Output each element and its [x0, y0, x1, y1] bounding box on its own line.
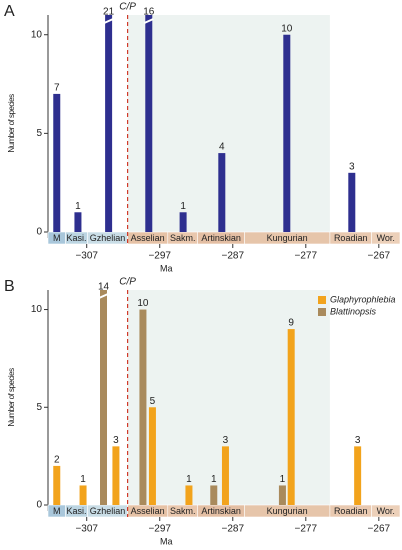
x-tick-label: −277 — [295, 524, 318, 535]
bar — [278, 485, 286, 505]
bar — [79, 485, 87, 505]
y-axis-label: Number of species — [7, 368, 16, 427]
value-label: 3 — [355, 435, 361, 446]
panel: A 0 5 10 Number of species M Kasi. Gzhelian Asse… — [4, 2, 401, 273]
x-tick-label: −267 — [368, 524, 391, 535]
y-axis-label: Number of species — [7, 94, 16, 153]
legend-swatch — [318, 308, 326, 316]
shade — [127, 15, 330, 232]
stage-label: Asselian — [131, 233, 165, 243]
panel: B 0 5 10 Number of species M Kasi. Gzhelian Asse… — [4, 277, 401, 546]
bar — [283, 34, 291, 232]
value-label: 1 — [280, 474, 286, 485]
bar — [179, 212, 187, 232]
bar — [185, 485, 193, 505]
value-label: 10 — [137, 298, 149, 309]
value-label: 16 — [143, 7, 155, 18]
stage-label: Gzhelian — [90, 233, 126, 243]
y-tick-label: 10 — [31, 29, 43, 40]
legend-swatch — [318, 296, 326, 304]
value-label: 1 — [186, 474, 192, 485]
value-label: 1 — [80, 474, 86, 485]
bar — [210, 485, 218, 505]
x-tick-label: −277 — [295, 251, 318, 262]
legend-label: Glaphyrophlebia — [330, 294, 396, 304]
stage — [371, 231, 401, 245]
x-tick-label: −307 — [75, 524, 98, 535]
x-axis-label: Ma — [160, 536, 173, 546]
x-tick-label: −287 — [221, 251, 244, 262]
stage-label: M — [53, 233, 61, 243]
value-label: 9 — [288, 318, 294, 329]
boundary-label: C/P — [119, 277, 136, 288]
value-label: 4 — [219, 142, 225, 153]
panel-label: A — [4, 3, 15, 20]
stage-label: Sakm. — [170, 233, 196, 243]
axis-break — [98, 293, 109, 299]
x-tick-label: −307 — [75, 251, 98, 262]
stage-label: Wor. — [377, 506, 395, 516]
bar — [53, 93, 61, 232]
value-label: 3 — [113, 435, 119, 446]
stage-label: Kasi. — [66, 506, 86, 516]
stage-label: Artinskian — [201, 233, 241, 243]
x-axis-label: Ma — [160, 263, 173, 273]
value-label: 1 — [75, 201, 81, 212]
value-label: 10 — [281, 23, 293, 34]
y-tick-label: 0 — [36, 500, 42, 511]
value-label: 3 — [223, 435, 229, 446]
x-tick-label: −297 — [148, 524, 171, 535]
y-tick-label: 5 — [36, 402, 42, 413]
stage-label: Kungurian — [267, 506, 308, 516]
stage-label: Artinskian — [201, 506, 241, 516]
bar — [221, 446, 229, 505]
bar — [74, 212, 82, 232]
value-label: 1 — [180, 201, 186, 212]
bar — [112, 446, 120, 505]
stage-label: Roadian — [334, 506, 368, 516]
value-label: 2 — [54, 455, 60, 466]
stage-label: Gzhelian — [90, 506, 126, 516]
legend-label: Blattinopsis — [330, 306, 377, 316]
stage-label: Kasi. — [66, 233, 86, 243]
y-tick-label: 10 — [31, 304, 43, 315]
x-tick-label: −287 — [221, 524, 244, 535]
axis-break — [103, 18, 114, 24]
stage-label: Kungurian — [267, 233, 308, 243]
stage-label: M — [53, 506, 61, 516]
value-label: 1 — [211, 474, 217, 485]
stage-label: Wor. — [377, 233, 395, 243]
stage-label: Sakm. — [170, 506, 196, 516]
bar — [218, 153, 226, 232]
value-label: 3 — [349, 161, 355, 172]
bar — [139, 309, 147, 505]
axis-break — [143, 18, 154, 24]
value-label: 7 — [54, 83, 60, 94]
y-tick-label: 5 — [36, 128, 42, 139]
boundary-label: C/P — [119, 2, 136, 13]
x-tick-label: −267 — [368, 251, 391, 262]
y-tick-label: 0 — [36, 227, 42, 238]
stage-label: Asselian — [131, 506, 165, 516]
value-label: 21 — [103, 7, 115, 18]
bar — [53, 465, 61, 505]
bar — [100, 290, 108, 505]
bar — [287, 329, 295, 505]
bar — [354, 446, 362, 505]
value-label: 14 — [98, 282, 110, 293]
panel-label: B — [4, 278, 15, 295]
bar — [348, 172, 356, 232]
stage-label: Roadian — [334, 233, 368, 243]
bar — [145, 15, 153, 232]
bar — [105, 15, 113, 232]
value-label: 5 — [150, 396, 156, 407]
bar — [148, 407, 156, 505]
stage — [371, 504, 401, 518]
x-tick-label: −297 — [148, 251, 171, 262]
